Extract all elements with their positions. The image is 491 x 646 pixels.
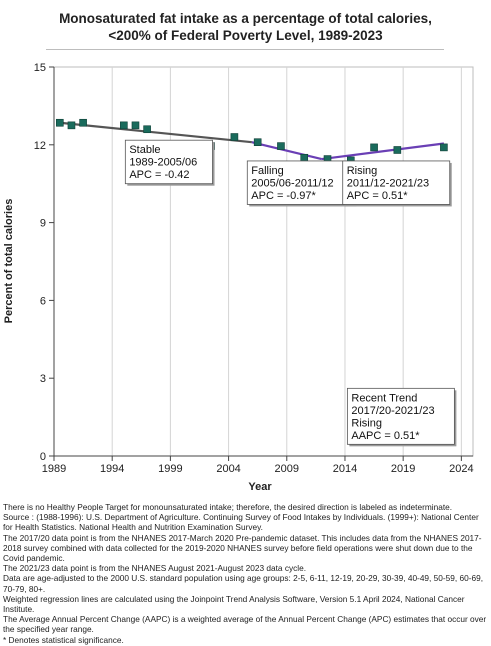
chart-title-line-1: Monosaturated fat intake as a percentage… [59, 11, 432, 26]
data-point [131, 121, 140, 130]
annotation-text: 2005/06-2011/12 [251, 177, 333, 189]
footnote-regression: Weighted regression lines are calculated… [3, 593, 465, 615]
data-point [79, 118, 87, 127]
annotation-text: Stable [129, 144, 160, 156]
data-point [56, 118, 64, 127]
annotation-text: APC = 0.51* [347, 190, 409, 202]
footnotes: There is no Healthy People Target for mo… [3, 502, 489, 645]
annotation-text: 2011/12-2021/23 [347, 177, 429, 189]
annotation-text: Rising [351, 417, 382, 429]
footnote-target: There is no Healthy People Target for mo… [3, 502, 453, 512]
y-tick-label: 3 [40, 373, 46, 385]
x-tick-label: 1989 [42, 463, 66, 475]
annotation-text: Falling [251, 165, 283, 177]
y-tick-label: 12 [34, 140, 46, 152]
x-tick-label: 1994 [100, 463, 124, 475]
annotation-text: APC = -0.97* [251, 190, 316, 202]
x-axis-title: Year [248, 481, 272, 493]
footnote-2017-data: The 2017/20 data point is from the NHANE… [3, 532, 482, 564]
grid-lines [53, 66, 474, 457]
annotation-text: Recent Trend [351, 392, 417, 404]
y-tick-label: 0 [40, 451, 46, 463]
y-tick-label: 6 [40, 295, 46, 307]
trend-line [251, 141, 322, 161]
annotation-text: 1989-2005/06 [129, 157, 197, 169]
x-tick-label: 2009 [275, 463, 299, 475]
chart-title-line-2: <200% of Federal Poverty Level, 1989-202… [108, 28, 383, 43]
footnote-significance: * Denotes statistical significance. [3, 634, 124, 645]
annotation-frame [346, 387, 455, 445]
monounsaturated-fat-chart: 1989 1994 1999 2004 2009 2014 2019 2024 0 3 6 9 12 15… [3, 62, 474, 493]
footnote-age-adjust: Data are age-adjusted to the 2000 U.S. s… [3, 573, 484, 594]
y-axis-title: Percent of total calories [3, 199, 15, 324]
data-point [393, 146, 402, 154]
data-point [277, 142, 285, 150]
data-point [143, 125, 151, 134]
data-point [67, 121, 76, 130]
chart-title: Monosaturated fat intake as a percentage… [0, 10, 491, 44]
annotation-text: APC = -0.42 [129, 169, 189, 181]
data-point [120, 121, 128, 130]
data-point [370, 143, 378, 152]
data-point [300, 153, 309, 162]
trend-lines [59, 121, 445, 161]
trend-line [321, 142, 445, 161]
footnote-2021-data: The 2021/23 data point is from the NHANE… [3, 563, 307, 574]
annotation-text: Rising [347, 165, 378, 177]
y-tick-label: 15 [34, 62, 46, 74]
y-tick-label: 9 [40, 218, 46, 230]
annotation-text: 2017/20-2021/23 [351, 405, 434, 417]
annotation-text: AAPC = 0.51* [351, 430, 420, 442]
data-point [230, 133, 239, 141]
title-divider [46, 49, 444, 50]
footnote-source: Source : (1988-1996): U.S. Department of… [3, 512, 479, 533]
data-point [253, 138, 262, 147]
x-tick-label: 2019 [391, 463, 415, 475]
annotation-frame [246, 160, 355, 205]
footnote-aapc: The Average Annual Percent Change (AAPC)… [3, 614, 487, 635]
annotation-frame [124, 139, 213, 185]
annotation-frame [342, 160, 451, 205]
x-tick-label: 2004 [216, 463, 240, 475]
trend-line [59, 121, 252, 144]
data-point [440, 143, 448, 152]
x-tick-label: 1999 [158, 463, 182, 475]
x-tick-label: 2014 [333, 463, 357, 475]
axes: 1989 1994 1999 2004 2009 2014 2019 2024 0 3 6 9 12 15 [34, 62, 474, 475]
x-tick-label: 2024 [449, 463, 473, 475]
